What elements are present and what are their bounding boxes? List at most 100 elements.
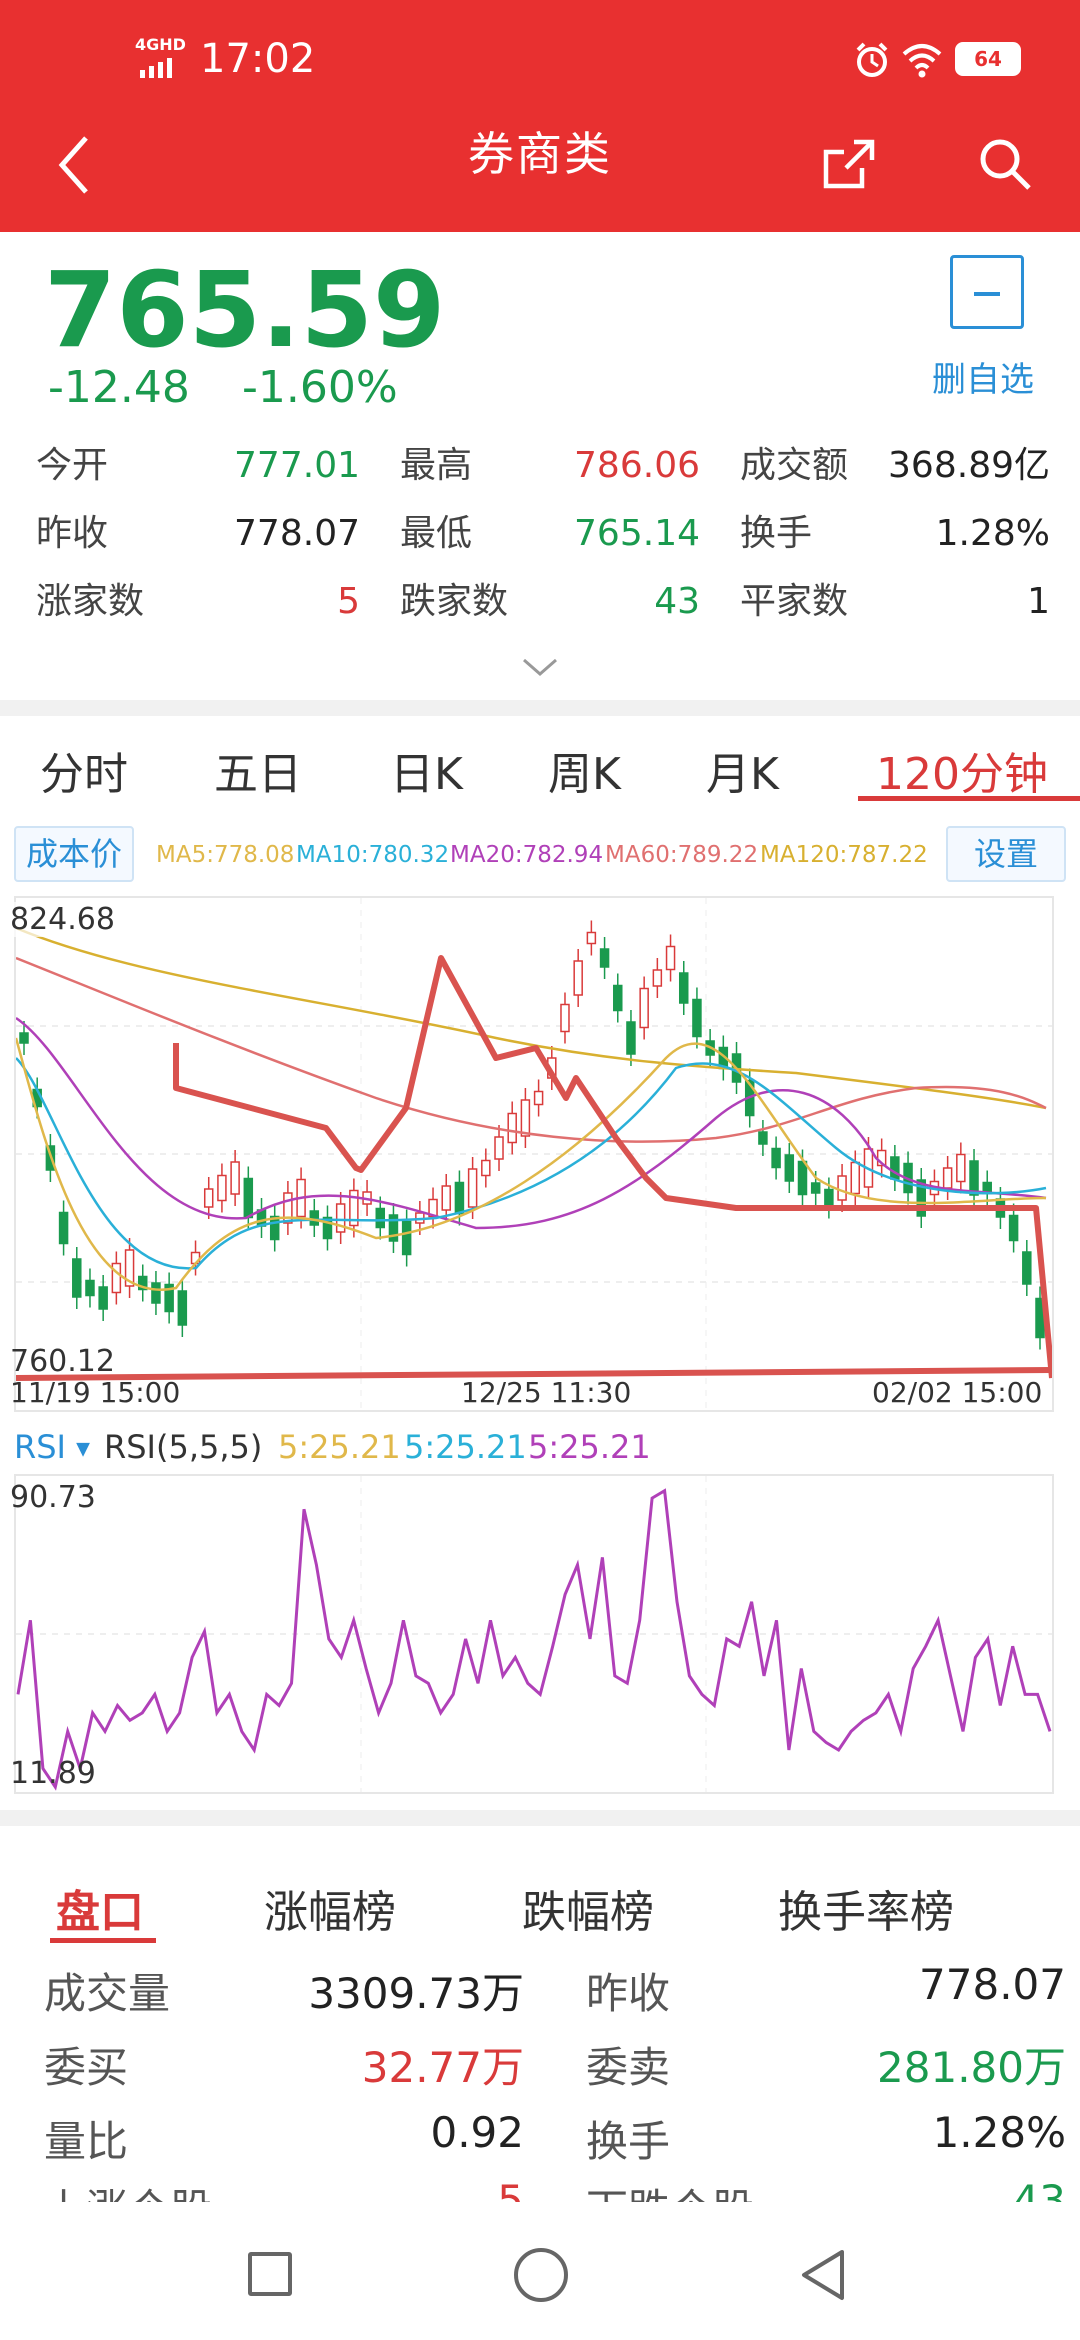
tab-losers[interactable]: 跌幅榜 [522, 1887, 654, 1938]
pankou-value: 778.07 [919, 1960, 1066, 2009]
candle-body [72, 1258, 82, 1298]
share-icon [823, 139, 875, 189]
stat-label: 最高 [400, 445, 473, 486]
kline-svg [14, 898, 1055, 1410]
pankou-label: 量比 [44, 2117, 129, 2166]
ma60-line [15, 956, 1047, 1143]
tab-120min[interactable]: 120分钟 [876, 749, 1048, 800]
stat-value: 368.89亿 [888, 445, 1050, 486]
tab-fenshi[interactable]: 分时 [40, 749, 128, 800]
candle-body [349, 1189, 359, 1227]
candle-body [916, 1179, 926, 1217]
back-button[interactable] [50, 130, 100, 200]
pankou-label: 换手 [586, 2117, 671, 2166]
stat-value: 778.07 [234, 513, 360, 554]
tab-gainers[interactable]: 涨幅榜 [264, 1887, 396, 1938]
ma10-label: MA10:780.32 [296, 842, 450, 868]
candle-body [388, 1214, 399, 1242]
tab-turnover[interactable]: 换手率榜 [778, 1887, 954, 1938]
kline-chart[interactable]: 824.68 760.12 11/19 15:00 12/25 11:30 02… [10, 896, 1055, 1412]
rsi-y-min: 11.89 [10, 1756, 96, 1791]
candle-body [309, 1210, 320, 1226]
candle-body [164, 1283, 174, 1313]
share-button[interactable] [820, 132, 882, 194]
candle-body [784, 1154, 795, 1182]
recent-apps-button[interactable] [248, 2252, 292, 2296]
ma5-line [14, 1037, 1047, 1291]
candle-body [467, 1168, 478, 1208]
tab-month-k[interactable]: 月K [706, 749, 779, 800]
network-indicator: 4GHD [135, 35, 186, 54]
settings-button[interactable]: 设置 [946, 826, 1066, 882]
search-button[interactable] [975, 134, 1035, 194]
candle-body [58, 1211, 69, 1245]
rsi-params: RSI(5,5,5) [104, 1428, 263, 1466]
active-tab-indicator [858, 796, 1080, 801]
candle-body [599, 948, 610, 968]
candle-body [837, 1175, 847, 1201]
rsi-svg [16, 1476, 1052, 1792]
expand-button[interactable] [520, 652, 560, 682]
candle-body [665, 945, 676, 971]
candle-body [533, 1090, 544, 1106]
candle-body [243, 1177, 254, 1219]
pankou-value: 281.80万 [877, 2043, 1066, 2092]
rsi-selector[interactable]: RSI ▼ [14, 1428, 90, 1466]
cost-price-button[interactable]: 成本价 [14, 826, 134, 882]
candle-body [283, 1192, 293, 1224]
caret-down-icon: ▼ [76, 1438, 90, 1460]
tab-day-k[interactable]: 日K [390, 749, 463, 800]
candle-body [573, 960, 583, 996]
tab-wuri[interactable]: 五日 [214, 749, 302, 800]
price-change: -12.48 [48, 362, 190, 413]
candle-body [217, 1174, 227, 1202]
candle-body [810, 1182, 821, 1194]
remove-watchlist-button[interactable] [950, 255, 1024, 329]
remove-watchlist-label[interactable]: 删自选 [932, 360, 1034, 400]
stat-label: 成交额 [740, 445, 849, 486]
rsi-y-max: 90.73 [10, 1480, 96, 1515]
chevron-down-icon [523, 658, 557, 676]
stat-label: 今开 [36, 445, 109, 486]
candle-body [138, 1275, 148, 1291]
back-nav-button[interactable] [796, 2246, 852, 2304]
candle-body [890, 1156, 900, 1180]
price-change-pct: -1.60% [242, 362, 398, 413]
x-label-mid: 12/25 11:30 [461, 1376, 632, 1409]
triangle-back-icon [802, 2250, 844, 2300]
status-time: 17:02 [200, 36, 316, 82]
home-button[interactable] [514, 2248, 568, 2302]
search-icon [980, 139, 1031, 190]
candle-body [269, 1215, 280, 1241]
stat-value: 777.01 [234, 445, 360, 486]
wifi-icon [900, 40, 944, 80]
pankou-tab-indicator [50, 1938, 156, 1943]
candle-body [692, 998, 702, 1038]
candle-body [613, 984, 623, 1012]
ma120-line [15, 926, 1047, 1110]
x-label-end: 02/02 15:00 [872, 1376, 1043, 1409]
ma60-label: MA60:789.22 [605, 842, 759, 868]
tab-pankou[interactable]: 盘口 [56, 1887, 144, 1938]
signal-icon [138, 56, 188, 78]
stat-value: 765.14 [574, 513, 700, 554]
candle-body [177, 1290, 188, 1326]
candle-body [507, 1112, 517, 1144]
x-label-start: 11/19 15:00 [10, 1376, 181, 1409]
pankou-label: 昨收 [586, 1969, 671, 2018]
ma20-line [15, 1016, 1047, 1230]
candle-body [151, 1282, 161, 1304]
candle-body [481, 1159, 491, 1177]
stat-label: 涨家数 [36, 581, 145, 622]
system-nav-bar [0, 2202, 1080, 2340]
candle-body [98, 1286, 108, 1310]
candle-body [111, 1262, 122, 1294]
stat-label: 昨收 [36, 513, 109, 554]
ma120-label: MA120:787.22 [760, 842, 928, 868]
ma20-label: MA20:782.94 [450, 842, 604, 868]
tab-week-k[interactable]: 周K [548, 749, 621, 800]
candle-body [942, 1167, 953, 1189]
stat-label: 跌家数 [400, 581, 509, 622]
chevron-left-icon [58, 136, 88, 194]
rsi-chart[interactable]: 90.73 11.89 [10, 1474, 1054, 1794]
